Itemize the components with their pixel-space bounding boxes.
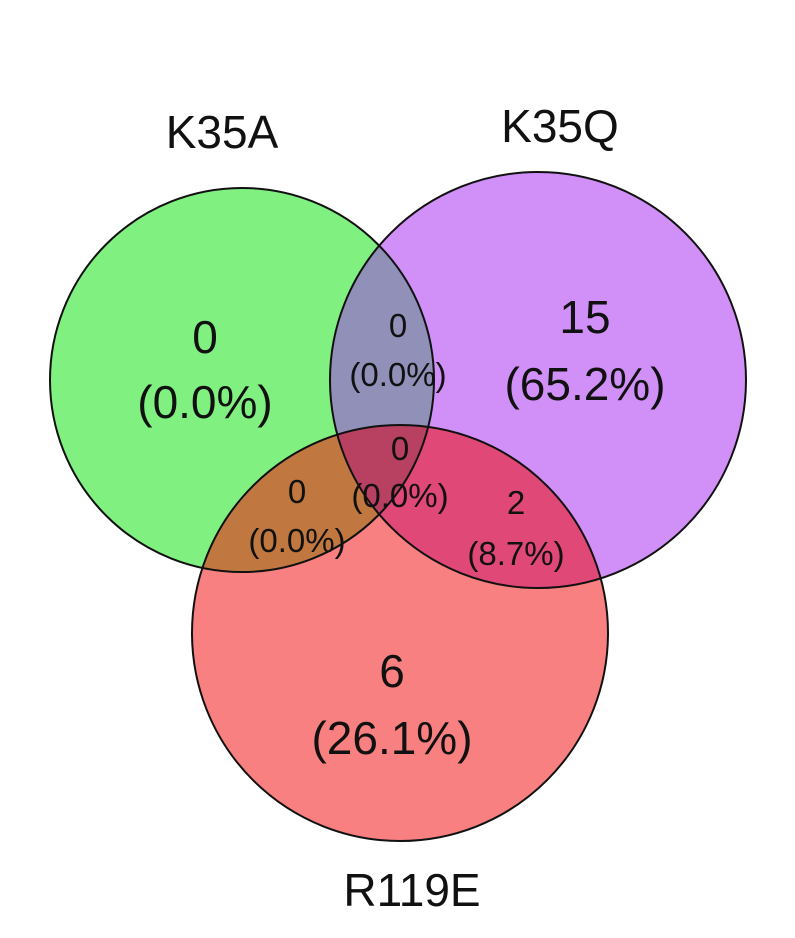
k35a-r119e-percent: (0.0%) (248, 522, 345, 559)
all-three-count: 0 (391, 430, 409, 467)
k35q-r119e-count: 2 (507, 484, 525, 521)
k35q-only-count: 15 (559, 291, 610, 343)
k35a-r119e-count: 0 (288, 473, 306, 510)
r119e-label: R119E (343, 864, 480, 916)
k35a-only-count: 0 (192, 311, 218, 363)
k35a-k35q-count: 0 (389, 307, 407, 344)
k35q-only-percent: (65.2%) (504, 358, 665, 410)
k35a-label: K35A (166, 106, 279, 158)
r119e-only-count: 6 (379, 645, 405, 697)
k35q-r119e-overlap (330, 425, 608, 588)
r119e-only-percent: (26.1%) (311, 712, 472, 764)
k35a-only-percent: (0.0%) (137, 376, 272, 428)
k35q-r119e-percent: (8.7%) (467, 535, 564, 572)
all-three-percent: (0.0%) (351, 477, 448, 514)
k35a-r119e-overlap (192, 425, 434, 572)
k35q-label: K35Q (501, 100, 619, 152)
k35a-k35q-percent: (0.0%) (349, 356, 446, 393)
